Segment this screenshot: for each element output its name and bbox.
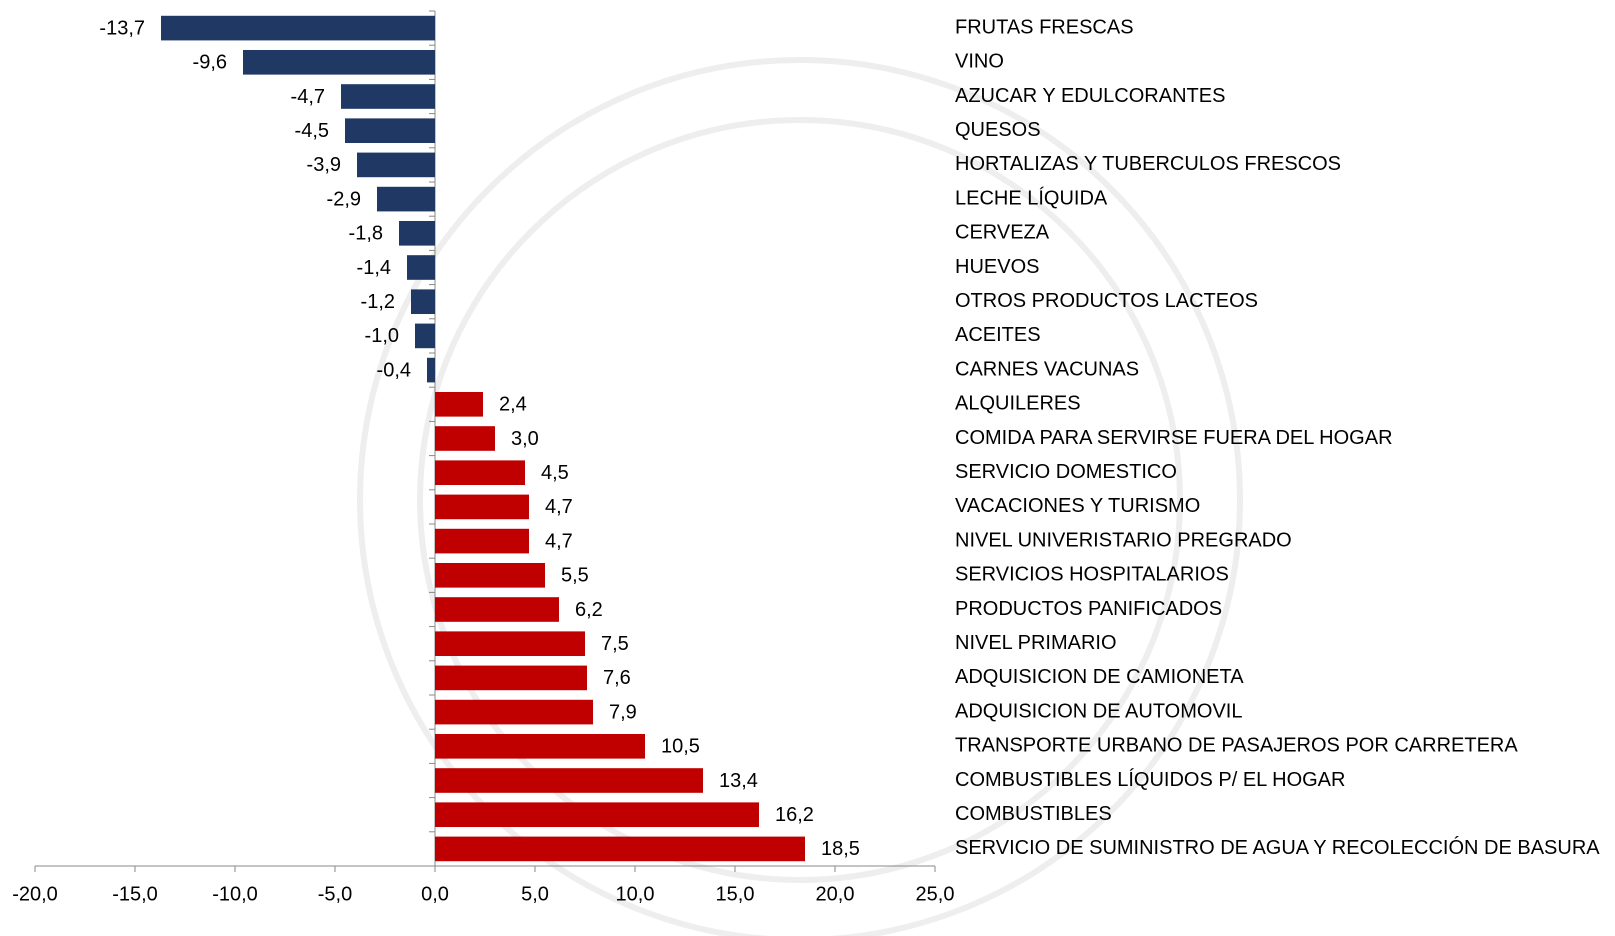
bar <box>345 118 435 144</box>
category-label: COMIDA PARA SERVIRSE FUERA DEL HOGAR <box>955 427 1393 449</box>
x-tick-label: 10,0 <box>616 883 655 905</box>
value-label: 4,5 <box>541 462 569 484</box>
x-tick-label: -20,0 <box>12 883 58 905</box>
category-label: ACEITES <box>955 324 1041 346</box>
bar <box>435 597 559 622</box>
value-label: -9,6 <box>193 52 227 74</box>
category-label: NIVEL UNIVERISTARIO PREGRADO <box>955 529 1292 551</box>
value-label: 7,9 <box>609 701 637 723</box>
x-tick-label: -15,0 <box>112 883 158 905</box>
bar <box>407 255 435 280</box>
x-tick-label: 20,0 <box>816 883 855 905</box>
value-label: -4,5 <box>295 120 329 142</box>
category-label: SERVICIOS HOSPITALARIOS <box>955 564 1229 586</box>
value-label: 2,4 <box>499 394 527 416</box>
value-label: -4,7 <box>291 86 325 108</box>
bar <box>411 289 435 315</box>
value-label: -1,8 <box>349 223 383 245</box>
category-label: ADQUISICION DE AUTOMOVIL <box>955 700 1242 722</box>
category-label: PRODUCTOS PANIFICADOS <box>955 598 1222 620</box>
x-tick-label: 5,0 <box>521 883 549 905</box>
bar <box>435 426 495 451</box>
category-label: ADQUISICION DE CAMIONETA <box>955 666 1244 688</box>
bar <box>243 49 435 75</box>
bar <box>435 665 587 691</box>
value-label: -13,7 <box>99 17 145 39</box>
value-label: 7,5 <box>601 633 629 655</box>
x-tick-label: -5,0 <box>318 883 352 905</box>
category-label: OTROS PRODUCTOS LACTEOS <box>955 290 1258 312</box>
bar <box>377 186 435 212</box>
category-label: CARNES VACUNAS <box>955 358 1139 380</box>
bar <box>435 836 805 862</box>
bar <box>435 699 593 725</box>
bar <box>435 768 703 793</box>
category-label: SERVICIO DE SUMINISTRO DE AGUA Y RECOLEC… <box>955 836 1600 859</box>
value-label: -1,2 <box>361 291 395 313</box>
x-tick-label: 0,0 <box>421 883 449 905</box>
value-label: -1,0 <box>365 325 399 347</box>
x-tick-label: 25,0 <box>916 883 955 905</box>
x-tick-label: -10,0 <box>212 883 258 905</box>
bar <box>435 631 585 657</box>
value-label: 10,5 <box>661 736 700 758</box>
value-label: 4,7 <box>545 496 573 518</box>
category-label: COMBUSTIBLES LÍQUIDOS P/ EL HOGAR <box>955 768 1345 791</box>
value-label: 5,5 <box>561 565 589 587</box>
category-label: NIVEL PRIMARIO <box>955 632 1117 654</box>
bar <box>435 562 545 588</box>
value-label: 6,2 <box>575 599 603 621</box>
category-label: QUESOS <box>955 119 1041 141</box>
value-label: 3,0 <box>511 428 539 450</box>
category-label: HUEVOS <box>955 256 1039 278</box>
bar <box>435 733 645 759</box>
value-label: 4,7 <box>545 530 573 552</box>
value-label: -3,9 <box>307 154 341 176</box>
bar <box>161 15 435 41</box>
category-label: TRANSPORTE URBANO DE PASAJEROS POR CARRE… <box>955 735 1518 757</box>
bar <box>415 323 435 349</box>
bar <box>357 152 435 178</box>
category-label: VINO <box>955 51 1004 73</box>
bar <box>399 220 435 246</box>
value-label: -2,9 <box>327 188 361 210</box>
value-label: 18,5 <box>821 838 860 860</box>
value-label: -1,4 <box>357 257 391 279</box>
value-label: 13,4 <box>719 770 758 792</box>
x-tick-label: 15,0 <box>716 883 755 905</box>
category-label: AZUCAR Y EDULCORANTES <box>955 85 1225 107</box>
category-label: HORTALIZAS Y TUBERCULOS FRESCOS <box>955 153 1341 175</box>
category-label: COMBUSTIBLES <box>955 803 1112 825</box>
category-label: SERVICIO DOMESTICO <box>955 461 1177 483</box>
category-label: ALQUILERES <box>955 393 1081 415</box>
value-label: 7,6 <box>603 667 631 689</box>
value-label: 16,2 <box>775 804 814 826</box>
value-label: -0,4 <box>377 359 411 381</box>
bar <box>435 528 529 554</box>
bar <box>427 357 435 383</box>
category-label: CERVEZA <box>955 222 1050 244</box>
bar <box>435 802 759 828</box>
bar <box>435 460 525 486</box>
bar <box>341 84 435 109</box>
category-label: FRUTAS FRESCAS <box>955 16 1134 38</box>
category-label: VACACIONES Y TURISMO <box>955 495 1200 517</box>
bar <box>435 391 483 417</box>
bar <box>435 494 529 520</box>
watermark <box>357 57 1243 936</box>
category-label: LECHE LÍQUIDA <box>955 186 1108 209</box>
